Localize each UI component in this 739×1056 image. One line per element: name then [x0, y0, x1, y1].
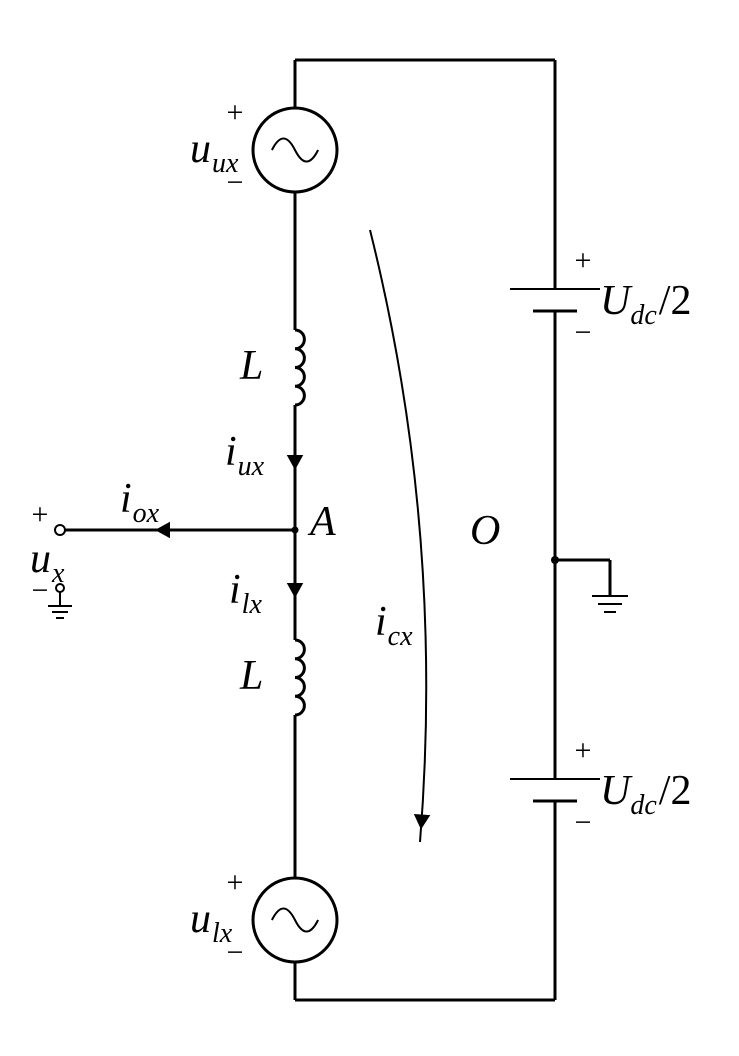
: −	[575, 806, 592, 839]
label-i-ux: iux	[225, 429, 265, 482]
label-Udc-upper: Udc/2	[600, 278, 691, 331]
label-Udc-lower: Udc/2	[600, 768, 691, 821]
label-u-lx: ulx	[190, 896, 233, 949]
label-i-ox: iox	[120, 476, 160, 529]
: −	[32, 574, 49, 607]
label-i-lx: ilx	[229, 567, 262, 620]
label-node-O: O	[470, 508, 500, 554]
: +	[227, 96, 244, 129]
label-i-cx: icx	[375, 599, 413, 652]
label-u-ux: uux	[190, 126, 239, 179]
inductor-upper	[295, 330, 304, 405]
: +	[227, 866, 244, 899]
: +	[32, 498, 49, 531]
inductor-lower	[295, 640, 304, 715]
: +	[575, 244, 592, 277]
label-L-lower: L	[239, 653, 263, 699]
label-L-upper: L	[239, 343, 263, 389]
label-node-A: A	[307, 499, 336, 545]
terminal-output	[55, 525, 65, 535]
: −	[575, 316, 592, 349]
: +	[575, 734, 592, 767]
